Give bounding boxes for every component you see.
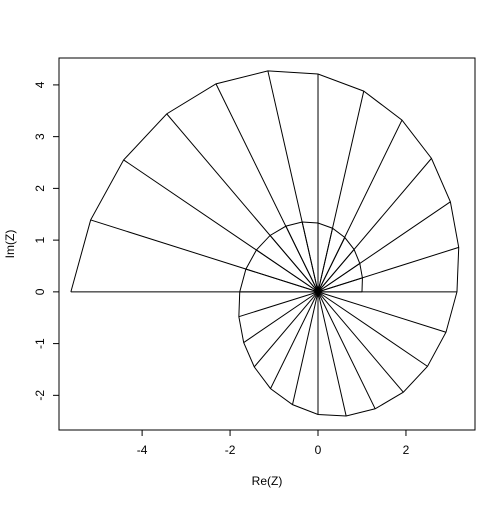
y-tick-label: -1 [33, 338, 47, 349]
y-tick-label: -2 [33, 390, 47, 401]
y-axis-label: Im(Z) [3, 230, 17, 259]
spoke [317, 201, 451, 293]
spoke [317, 246, 459, 293]
x-tick-label: 0 [315, 443, 322, 457]
spoke [317, 291, 404, 393]
spoke [317, 119, 403, 293]
spoke [292, 291, 319, 405]
spoke [166, 113, 319, 293]
y-tick-label: 1 [33, 236, 47, 243]
y-tick-label: 4 [33, 81, 47, 88]
spoke [123, 159, 319, 293]
spoke [238, 291, 319, 318]
spoke [253, 291, 319, 368]
spoke [317, 291, 447, 333]
spoke [317, 158, 432, 293]
x-tick-label: -2 [225, 443, 236, 457]
spoke [317, 291, 428, 367]
x-tick-label: 2 [403, 443, 410, 457]
spoke [243, 291, 319, 343]
spoke [90, 219, 319, 293]
y-tick-label: 2 [33, 185, 47, 192]
spoke [317, 291, 376, 410]
spoke [317, 91, 365, 292]
x-axis-label: Re(Z) [252, 474, 283, 488]
y-tick-label: 0 [33, 288, 47, 295]
spoke [267, 70, 319, 292]
spoke [215, 83, 319, 293]
spiral [70, 70, 460, 417]
y-tick-label: 3 [33, 133, 47, 140]
x-tick-label: -4 [137, 443, 148, 457]
spoke [317, 291, 347, 417]
plot-box [58, 57, 476, 431]
spoke [270, 291, 319, 389]
